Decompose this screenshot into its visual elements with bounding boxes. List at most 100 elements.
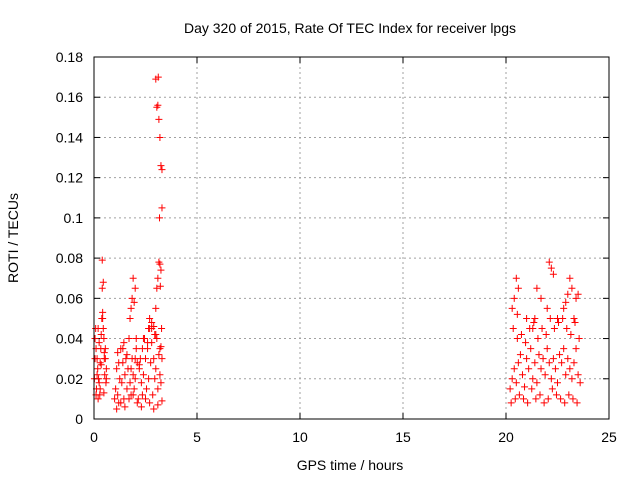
data-point xyxy=(508,375,516,383)
data-point xyxy=(101,371,109,379)
data-point xyxy=(147,359,155,367)
data-point xyxy=(127,365,135,373)
data-point xyxy=(513,310,521,318)
data-point xyxy=(143,385,151,393)
data-point xyxy=(558,359,566,367)
data-point xyxy=(131,375,139,383)
data-point xyxy=(158,204,166,212)
data-point xyxy=(555,318,563,326)
data-point xyxy=(113,405,121,413)
data-point xyxy=(562,298,570,306)
data-point xyxy=(139,371,147,379)
data-point xyxy=(115,359,123,367)
data-point xyxy=(516,351,524,359)
data-point xyxy=(113,365,121,373)
data-point xyxy=(547,375,555,383)
data-point xyxy=(522,339,530,347)
data-point xyxy=(525,365,533,373)
y-tick-label: 0.02 xyxy=(56,371,83,387)
data-point xyxy=(528,385,536,393)
data-point xyxy=(139,335,147,343)
data-point xyxy=(542,331,550,339)
data-point xyxy=(524,399,532,407)
data-point xyxy=(573,399,581,407)
y-tick-label: 0.18 xyxy=(56,49,83,65)
data-point xyxy=(155,115,163,123)
data-point xyxy=(514,284,522,292)
data-point xyxy=(96,385,104,393)
data-point xyxy=(114,391,122,399)
data-point xyxy=(157,162,165,170)
data-point xyxy=(149,391,157,399)
data-point xyxy=(511,395,519,403)
data-point xyxy=(551,365,559,373)
data-point xyxy=(540,399,548,407)
data-point xyxy=(129,391,137,399)
data-point xyxy=(98,284,106,292)
y-axis-label: ROTI / TECUs xyxy=(5,193,21,283)
data-point xyxy=(148,318,156,326)
data-point xyxy=(150,322,158,330)
data-point xyxy=(114,349,122,357)
data-point xyxy=(543,304,551,312)
data-point xyxy=(138,391,146,399)
data-point xyxy=(533,284,541,292)
data-point xyxy=(518,371,526,379)
x-tick-label: 0 xyxy=(90,429,98,445)
data-point xyxy=(157,343,165,351)
data-point xyxy=(157,266,165,274)
data-point xyxy=(154,274,162,282)
data-point xyxy=(561,399,569,407)
data-point xyxy=(520,395,528,403)
data-point xyxy=(95,379,103,387)
y-tick-label: 0.12 xyxy=(56,170,83,186)
data-point xyxy=(150,355,158,363)
data-point xyxy=(144,339,152,347)
data-point xyxy=(135,361,143,369)
data-point xyxy=(121,371,129,379)
data-point xyxy=(152,365,160,373)
data-point xyxy=(125,395,133,403)
data-point xyxy=(155,351,163,359)
data-point xyxy=(126,314,134,322)
data-point xyxy=(506,385,514,393)
data-point xyxy=(568,284,576,292)
data-point xyxy=(137,403,145,411)
x-tick-label: 10 xyxy=(292,429,308,445)
data-point xyxy=(137,379,145,387)
data-point xyxy=(95,375,103,383)
data-point xyxy=(126,379,134,387)
data-point xyxy=(146,314,154,322)
data-point xyxy=(99,325,107,332)
data-point xyxy=(133,399,141,407)
data-point xyxy=(565,391,573,399)
data-point xyxy=(512,274,520,282)
data-point xyxy=(571,318,579,326)
data-point xyxy=(132,335,140,343)
data-point xyxy=(521,383,529,391)
y-tick-label: 0.04 xyxy=(56,331,83,347)
data-point xyxy=(510,294,518,302)
data-point xyxy=(509,325,517,332)
data-point xyxy=(534,335,542,343)
data-point xyxy=(556,351,564,359)
data-point xyxy=(153,284,161,292)
data-point xyxy=(572,294,580,302)
data-point xyxy=(510,365,518,373)
data-point xyxy=(574,371,582,379)
data-point xyxy=(91,335,99,343)
data-point xyxy=(154,73,162,81)
data-point xyxy=(532,395,540,403)
data-point xyxy=(543,345,551,353)
data-point xyxy=(150,405,158,413)
y-tick-label: 0.16 xyxy=(56,89,83,105)
data-point xyxy=(122,355,130,363)
data-point xyxy=(523,314,531,322)
data-point xyxy=(523,355,531,363)
data-point xyxy=(100,335,108,343)
data-point xyxy=(100,389,108,397)
data-point xyxy=(102,375,110,383)
data-point xyxy=(562,371,570,379)
data-point xyxy=(550,325,558,332)
